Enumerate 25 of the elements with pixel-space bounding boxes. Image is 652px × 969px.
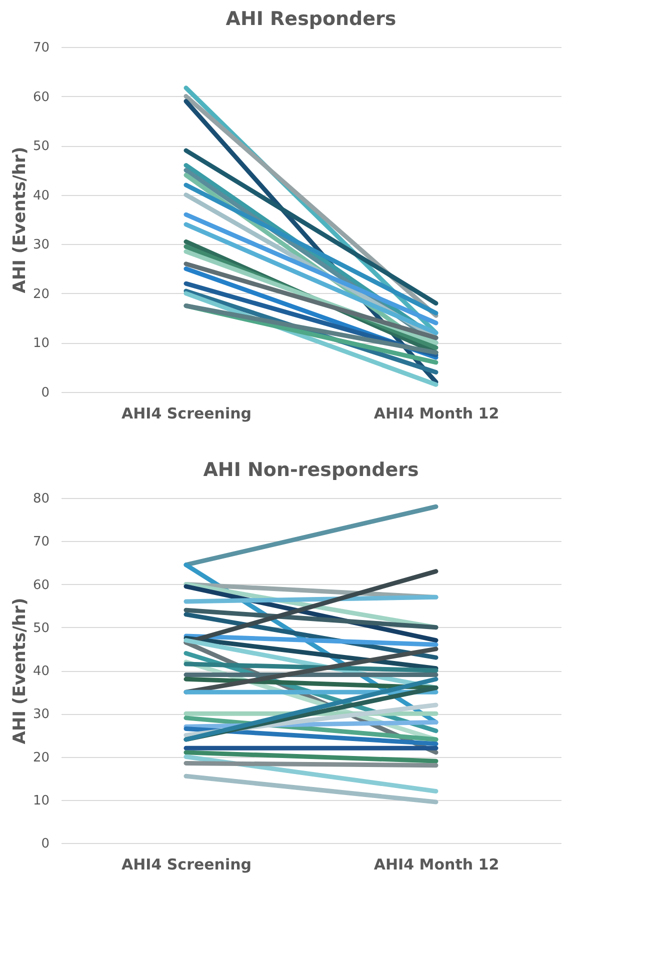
- y-tick-label: 60: [32, 90, 50, 105]
- x-tick-label: AHI4 Screening: [121, 404, 252, 422]
- y-tick-label: 10: [32, 336, 50, 352]
- y-tick-label: 70: [32, 534, 50, 550]
- y-tick-label: 60: [32, 578, 50, 593]
- y-tick-label: 20: [32, 750, 50, 766]
- y-tick-label: 40: [32, 188, 50, 204]
- y-tick-label: 30: [32, 707, 50, 722]
- y-tick-label: 0: [41, 836, 50, 852]
- y-tick-label: 20: [32, 286, 50, 302]
- y-tick-label: 80: [32, 492, 50, 506]
- y-tick-label: 70: [32, 40, 50, 56]
- x-tick-label: AHI4 Screening: [121, 856, 252, 874]
- y-tick-label: 10: [32, 793, 50, 808]
- y-tick-label: 0: [41, 386, 50, 400]
- y-tick-label: 30: [32, 238, 50, 253]
- y-tick-label: 50: [32, 139, 50, 154]
- y-tick-label: 50: [32, 620, 50, 636]
- y-axis-title: AHI (Events/hr): [10, 598, 30, 744]
- x-tick-label: AHI4 Month 12: [374, 404, 500, 422]
- y-tick-label: 40: [32, 664, 50, 679]
- x-tick-label: AHI4 Month 12: [374, 856, 500, 874]
- chart-title: AHI Non-responders: [203, 459, 419, 481]
- y-axis-title: AHI (Events/hr): [10, 146, 30, 294]
- chart-title: AHI Responders: [226, 8, 396, 30]
